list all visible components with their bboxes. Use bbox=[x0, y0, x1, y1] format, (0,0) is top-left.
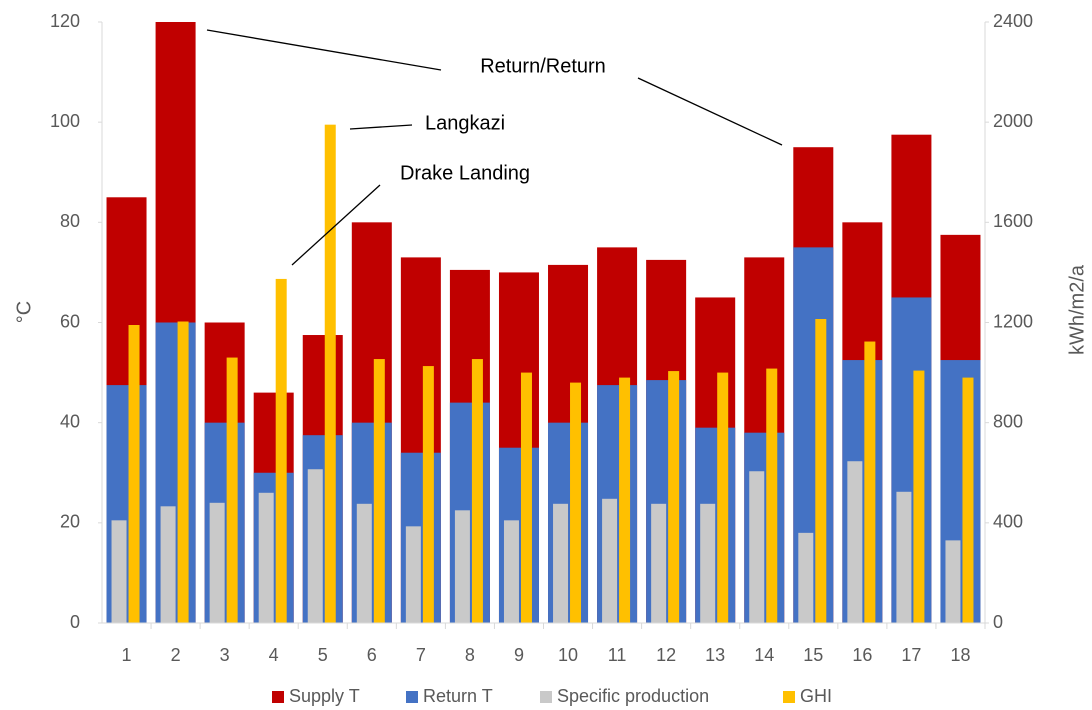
bar bbox=[553, 503, 569, 623]
y-tick-label: 0 bbox=[70, 612, 80, 632]
bar bbox=[619, 377, 631, 623]
bar bbox=[749, 471, 765, 623]
bar bbox=[226, 357, 238, 623]
legend-swatch bbox=[272, 691, 284, 703]
annotation-line bbox=[349, 124, 413, 130]
annotations: Return/Return Langkazi Drake Landing bbox=[206, 29, 783, 266]
bar bbox=[815, 318, 827, 623]
y2-tick-label: 0 bbox=[993, 612, 1003, 632]
y-tick-label: 20 bbox=[60, 512, 80, 532]
bar bbox=[307, 469, 323, 623]
y-tick-label: 40 bbox=[60, 411, 80, 431]
x-tick-label: 2 bbox=[171, 645, 181, 665]
annotation: Langkazi bbox=[425, 112, 505, 134]
legend-swatch bbox=[783, 691, 795, 703]
x-tick-label: 16 bbox=[852, 645, 872, 665]
bar bbox=[913, 370, 925, 623]
x-tick-label: 13 bbox=[705, 645, 725, 665]
y2-tick-label: 1200 bbox=[993, 311, 1033, 331]
bar bbox=[503, 520, 519, 623]
bar bbox=[454, 510, 470, 623]
bar bbox=[111, 520, 127, 623]
y2-tick-label: 2000 bbox=[993, 111, 1033, 131]
y2-tick-label: 400 bbox=[993, 512, 1023, 532]
bar bbox=[422, 366, 434, 623]
bar bbox=[177, 321, 189, 623]
legend-swatch bbox=[540, 691, 552, 703]
bar bbox=[864, 341, 876, 623]
bar bbox=[324, 124, 336, 623]
bar bbox=[209, 502, 225, 623]
bar bbox=[356, 503, 372, 623]
bar bbox=[700, 503, 716, 623]
legend-swatch bbox=[406, 691, 418, 703]
x-tick-label: 10 bbox=[558, 645, 578, 665]
x-tick-label: 7 bbox=[416, 645, 426, 665]
x-tick-label: 14 bbox=[754, 645, 774, 665]
legend-label: Supply T bbox=[289, 686, 360, 706]
bar bbox=[520, 372, 532, 623]
bar bbox=[847, 461, 863, 623]
bar bbox=[128, 325, 140, 623]
x-tick-label: 18 bbox=[950, 645, 970, 665]
bar bbox=[570, 382, 582, 623]
y2-tick-label: 1600 bbox=[993, 211, 1033, 231]
bar bbox=[766, 368, 778, 623]
y-tick-label: 60 bbox=[60, 311, 80, 331]
bar bbox=[945, 540, 961, 623]
x-tick-label: 15 bbox=[803, 645, 823, 665]
y2-tick-label: 2400 bbox=[993, 11, 1033, 31]
x-tick-label: 17 bbox=[901, 645, 921, 665]
bar bbox=[471, 359, 483, 623]
bar bbox=[258, 492, 274, 623]
bar bbox=[405, 526, 421, 623]
annotation: Drake Landing bbox=[400, 162, 530, 184]
x-tick-label: 4 bbox=[269, 645, 279, 665]
annotation-line bbox=[291, 184, 381, 266]
bar bbox=[717, 372, 729, 623]
bar bbox=[602, 498, 618, 623]
annotation: Return/Return bbox=[480, 55, 606, 77]
y-tick-label: 100 bbox=[50, 111, 80, 131]
y-tick-label: 120 bbox=[50, 11, 80, 31]
x-tick-label: 5 bbox=[318, 645, 328, 665]
x-tick-label: 1 bbox=[122, 645, 132, 665]
x-tick-label: 9 bbox=[514, 645, 524, 665]
annotation-line bbox=[206, 29, 442, 71]
x-tick-label: 12 bbox=[656, 645, 676, 665]
bar bbox=[160, 506, 176, 623]
x-tick-label: 6 bbox=[367, 645, 377, 665]
bar bbox=[373, 359, 385, 623]
y-axis-title: °C bbox=[13, 301, 35, 323]
legend-label: Return T bbox=[423, 686, 493, 706]
y-tick-label: 80 bbox=[60, 211, 80, 231]
bar bbox=[896, 491, 912, 623]
legend-label: GHI bbox=[800, 686, 832, 706]
y2-tick-label: 800 bbox=[993, 411, 1023, 431]
x-tick-label: 3 bbox=[220, 645, 230, 665]
x-tick-label: 11 bbox=[608, 645, 627, 665]
bar bbox=[668, 371, 680, 623]
bar bbox=[275, 278, 287, 623]
bar bbox=[798, 532, 814, 623]
legend-label: Specific production bbox=[557, 686, 709, 706]
y2-axis-title: kWh/m2/a bbox=[1066, 264, 1088, 355]
bar bbox=[651, 503, 667, 623]
annotation-line bbox=[637, 77, 783, 146]
bar bbox=[962, 377, 974, 623]
x-tick-label: 8 bbox=[465, 645, 475, 665]
